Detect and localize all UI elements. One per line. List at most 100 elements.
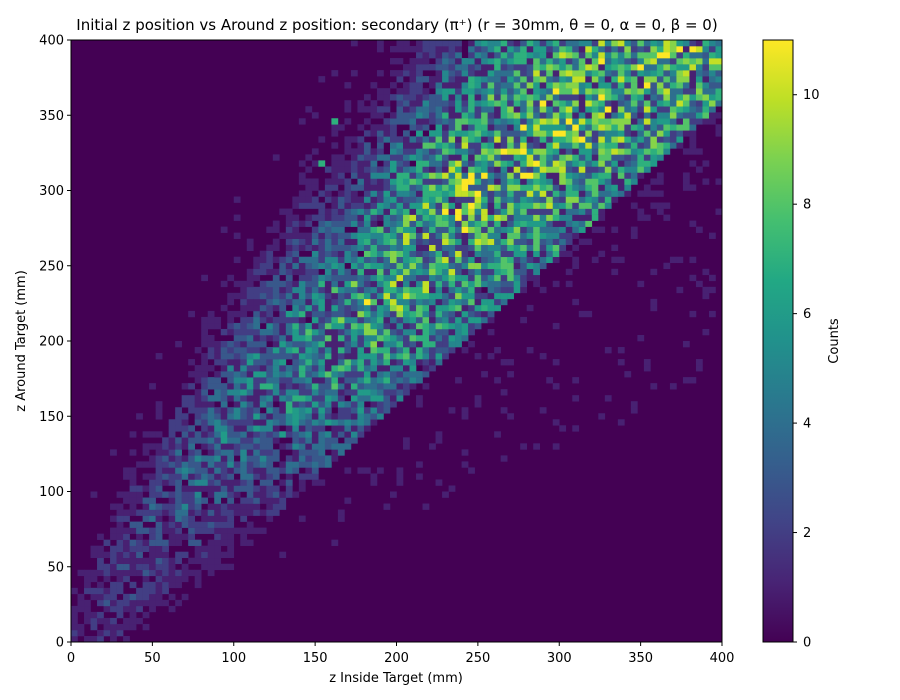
heatmap-cell <box>416 94 423 101</box>
heatmap-cell <box>253 467 261 474</box>
heatmap-cell <box>546 124 554 131</box>
heatmap-cell <box>526 172 534 179</box>
heatmap-cell <box>227 371 235 378</box>
heatmap-cell <box>403 226 410 233</box>
heatmap-cell <box>526 76 534 83</box>
heatmap-cell <box>409 298 417 306</box>
heatmap-cell <box>344 82 352 89</box>
heatmap-cell <box>422 298 430 306</box>
heatmap-cell <box>559 166 567 173</box>
heatmap-cell <box>116 533 124 540</box>
heatmap-cell <box>448 322 456 330</box>
heatmap-cell <box>298 160 306 167</box>
heatmap-cell <box>617 58 625 65</box>
heatmap-cell <box>311 473 319 480</box>
heatmap-cell <box>487 268 495 276</box>
heatmap-cell <box>194 365 202 372</box>
heatmap-cell <box>324 298 332 306</box>
heatmap-cell <box>494 154 501 161</box>
heatmap-cell <box>474 190 482 197</box>
heatmap-cell <box>383 154 391 161</box>
heatmap-cell <box>468 94 475 101</box>
heatmap-cell <box>396 371 404 378</box>
heatmap-cell <box>324 304 332 312</box>
heatmap-cell <box>357 166 365 173</box>
heatmap-cell <box>513 166 521 173</box>
heatmap-cell <box>422 160 430 167</box>
heatmap-cell <box>429 142 436 149</box>
heatmap-cell <box>233 292 241 300</box>
heatmap-cell <box>676 82 684 89</box>
heatmap-cell <box>591 256 599 264</box>
heatmap-cell <box>227 539 235 546</box>
heatmap-cell <box>481 250 488 258</box>
heatmap-cell <box>370 268 378 276</box>
heatmap-cell <box>376 334 384 342</box>
heatmap-cell <box>305 341 313 348</box>
heatmap-cell <box>389 232 397 239</box>
heatmap-cell <box>266 304 274 312</box>
heatmap-cell <box>611 130 619 137</box>
heatmap-cell <box>90 491 98 498</box>
heatmap-cell <box>110 629 117 637</box>
heatmap-cell <box>416 154 423 161</box>
heatmap-cell <box>481 262 488 270</box>
heatmap-cell <box>350 154 358 161</box>
heatmap-cell <box>194 455 202 462</box>
heatmap-cell <box>363 226 371 233</box>
heatmap-cell <box>572 377 580 384</box>
heatmap-cell <box>572 118 580 125</box>
heatmap-cell <box>246 359 254 366</box>
heatmap-cell <box>552 46 560 53</box>
heatmap-cell <box>468 160 475 167</box>
heatmap-cell <box>149 581 156 589</box>
heatmap-cell <box>389 304 397 312</box>
heatmap-cell <box>168 515 176 522</box>
heatmap-cell <box>253 389 261 396</box>
heatmap-cell <box>389 130 397 137</box>
heatmap-cell <box>409 256 417 264</box>
heatmap-cell <box>305 419 313 426</box>
heatmap-cell <box>416 461 423 468</box>
heatmap-cell <box>546 178 554 185</box>
heatmap-cell <box>331 413 339 420</box>
heatmap-cell <box>344 407 352 414</box>
heatmap-cell <box>123 569 130 577</box>
heatmap-cell <box>435 328 443 336</box>
heatmap-cell <box>422 304 430 312</box>
heatmap-cell <box>637 172 645 179</box>
heatmap-cell <box>416 208 423 215</box>
heatmap-cell <box>539 124 547 131</box>
heatmap-cell <box>539 208 547 215</box>
heatmap-cell <box>259 431 267 438</box>
heatmap-cell <box>357 100 365 107</box>
heatmap-cell <box>292 443 300 450</box>
heatmap-cell <box>175 461 182 468</box>
heatmap-cell <box>559 190 567 197</box>
heatmap-cell <box>253 527 261 534</box>
heatmap-cell <box>578 40 586 47</box>
heatmap-cell <box>383 196 391 203</box>
heatmap-cell <box>487 88 495 95</box>
heatmap-cell <box>578 118 586 125</box>
heatmap-cell <box>539 184 547 191</box>
heatmap-cell <box>513 148 521 155</box>
heatmap-cell <box>572 142 580 149</box>
heatmap-cell <box>526 166 534 173</box>
heatmap-cell <box>494 208 501 215</box>
heatmap-cell <box>396 70 404 77</box>
heatmap-cell <box>565 208 573 215</box>
heatmap-cell <box>663 40 671 47</box>
heatmap-cell <box>331 130 339 137</box>
heatmap-cell <box>207 353 215 360</box>
heatmap-cell <box>520 46 527 53</box>
heatmap-cell <box>481 196 488 203</box>
heatmap-cell <box>585 40 593 47</box>
heatmap-cell <box>604 202 612 209</box>
heatmap-cell <box>630 226 638 233</box>
heatmap-cell <box>559 196 567 203</box>
heatmap-cell <box>598 172 606 179</box>
heatmap-cell <box>442 58 449 65</box>
heatmap-cell <box>259 286 267 294</box>
heatmap-cell <box>481 298 488 306</box>
